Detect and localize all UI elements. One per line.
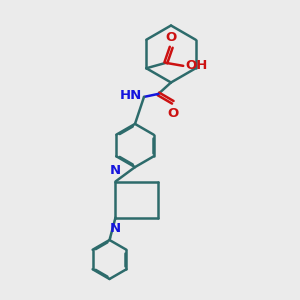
Text: N: N bbox=[110, 164, 121, 177]
Text: O: O bbox=[168, 106, 179, 119]
Text: N: N bbox=[110, 222, 121, 235]
Text: OH: OH bbox=[185, 59, 207, 72]
Text: HN: HN bbox=[120, 89, 142, 102]
Text: O: O bbox=[166, 31, 177, 44]
